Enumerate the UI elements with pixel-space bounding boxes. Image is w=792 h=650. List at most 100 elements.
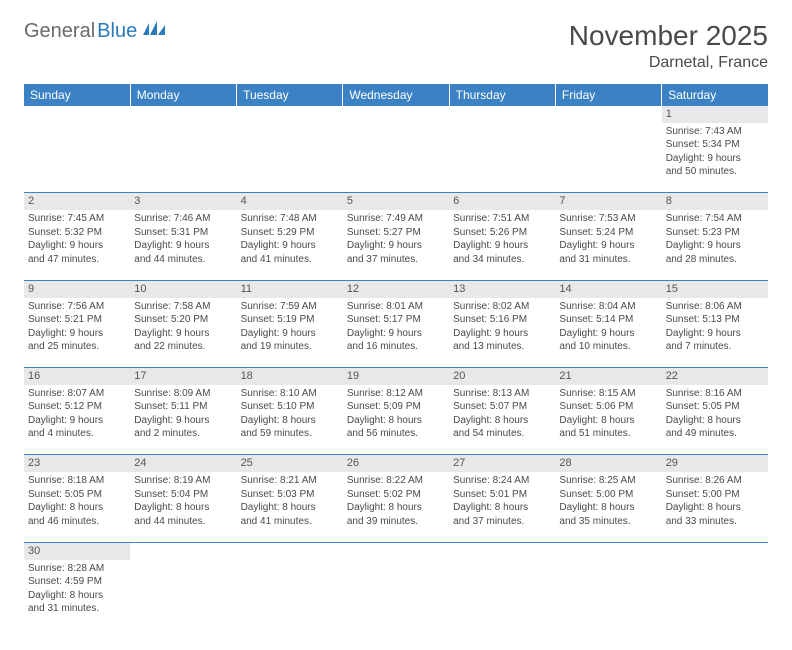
day-number: 23	[24, 455, 130, 472]
sunset-text: Sunset: 5:02 PM	[347, 488, 445, 502]
day-number	[555, 542, 661, 559]
d1-text: Daylight: 9 hours	[347, 327, 445, 341]
sunset-text: Sunset: 5:00 PM	[559, 488, 657, 502]
d2-text: and 31 minutes.	[28, 602, 126, 616]
sunset-text: Sunset: 5:14 PM	[559, 313, 657, 327]
daynum-row: 23242526272829	[24, 455, 768, 472]
day-cell: Sunrise: 7:48 AMSunset: 5:29 PMDaylight:…	[237, 210, 343, 280]
d1-text: Daylight: 8 hours	[453, 414, 551, 428]
sunrise-text: Sunrise: 8:07 AM	[28, 387, 126, 401]
day-cell	[555, 123, 661, 193]
day-cell: Sunrise: 7:56 AMSunset: 5:21 PMDaylight:…	[24, 298, 130, 368]
d1-text: Daylight: 8 hours	[559, 414, 657, 428]
d1-text: Daylight: 8 hours	[241, 414, 339, 428]
d1-text: Daylight: 9 hours	[134, 414, 232, 428]
day-cell: Sunrise: 8:01 AMSunset: 5:17 PMDaylight:…	[343, 298, 449, 368]
day-cell: Sunrise: 8:12 AMSunset: 5:09 PMDaylight:…	[343, 385, 449, 455]
d1-text: Daylight: 9 hours	[666, 327, 764, 341]
d2-text: and 56 minutes.	[347, 427, 445, 441]
sunrise-text: Sunrise: 8:13 AM	[453, 387, 551, 401]
sunrise-text: Sunrise: 8:09 AM	[134, 387, 232, 401]
logo-text-b: Blue	[97, 20, 137, 43]
sunset-text: Sunset: 5:11 PM	[134, 400, 232, 414]
d2-text: and 47 minutes.	[28, 253, 126, 267]
weekday-header: Thursday	[449, 84, 555, 106]
d2-text: and 33 minutes.	[666, 515, 764, 529]
d2-text: and 4 minutes.	[28, 427, 126, 441]
sunset-text: Sunset: 5:12 PM	[28, 400, 126, 414]
sunset-text: Sunset: 5:00 PM	[666, 488, 764, 502]
sunset-text: Sunset: 5:10 PM	[241, 400, 339, 414]
d1-text: Daylight: 9 hours	[666, 239, 764, 253]
weekday-header: Saturday	[662, 84, 768, 106]
d2-text: and 25 minutes.	[28, 340, 126, 354]
sunset-text: Sunset: 5:16 PM	[453, 313, 551, 327]
day-number	[237, 542, 343, 559]
calendar-table: Sunday Monday Tuesday Wednesday Thursday…	[24, 84, 768, 630]
d2-text: and 34 minutes.	[453, 253, 551, 267]
day-cell: Sunrise: 7:58 AMSunset: 5:20 PMDaylight:…	[130, 298, 236, 368]
d2-text: and 46 minutes.	[28, 515, 126, 529]
d1-text: Daylight: 8 hours	[666, 414, 764, 428]
sunrise-text: Sunrise: 8:12 AM	[347, 387, 445, 401]
day-number	[130, 542, 236, 559]
d2-text: and 41 minutes.	[241, 253, 339, 267]
day-cell: Sunrise: 8:26 AMSunset: 5:00 PMDaylight:…	[662, 472, 768, 542]
day-number	[555, 106, 661, 123]
sunrise-text: Sunrise: 7:43 AM	[666, 125, 764, 139]
d1-text: Daylight: 9 hours	[134, 239, 232, 253]
sunrise-text: Sunrise: 8:10 AM	[241, 387, 339, 401]
sunrise-text: Sunrise: 8:19 AM	[134, 474, 232, 488]
day-number	[130, 106, 236, 123]
day-number	[237, 106, 343, 123]
sunset-text: Sunset: 5:34 PM	[666, 138, 764, 152]
week-row: Sunrise: 8:07 AMSunset: 5:12 PMDaylight:…	[24, 385, 768, 455]
day-number: 28	[555, 455, 661, 472]
sunrise-text: Sunrise: 7:54 AM	[666, 212, 764, 226]
day-number: 8	[662, 193, 768, 210]
sunset-text: Sunset: 5:29 PM	[241, 226, 339, 240]
weekday-header: Sunday	[24, 84, 130, 106]
day-cell: Sunrise: 7:46 AMSunset: 5:31 PMDaylight:…	[130, 210, 236, 280]
sunset-text: Sunset: 5:09 PM	[347, 400, 445, 414]
d1-text: Daylight: 9 hours	[28, 414, 126, 428]
weekday-header: Monday	[130, 84, 236, 106]
day-cell: Sunrise: 8:22 AMSunset: 5:02 PMDaylight:…	[343, 472, 449, 542]
title-block: November 2025 Darnetal, France	[569, 20, 768, 72]
daynum-row: 2345678	[24, 193, 768, 210]
sunset-text: Sunset: 5:32 PM	[28, 226, 126, 240]
d1-text: Daylight: 9 hours	[134, 327, 232, 341]
d1-text: Daylight: 9 hours	[453, 239, 551, 253]
d2-text: and 16 minutes.	[347, 340, 445, 354]
day-cell	[237, 560, 343, 630]
sunrise-text: Sunrise: 7:58 AM	[134, 300, 232, 314]
daynum-row: 1	[24, 106, 768, 123]
weekday-header: Friday	[555, 84, 661, 106]
d2-text: and 39 minutes.	[347, 515, 445, 529]
header: General Blue November 2025 Darnetal, Fra…	[24, 20, 768, 72]
week-row: Sunrise: 8:28 AMSunset: 4:59 PMDaylight:…	[24, 560, 768, 630]
week-row: Sunrise: 7:56 AMSunset: 5:21 PMDaylight:…	[24, 298, 768, 368]
day-cell: Sunrise: 7:49 AMSunset: 5:27 PMDaylight:…	[343, 210, 449, 280]
day-cell: Sunrise: 8:09 AMSunset: 5:11 PMDaylight:…	[130, 385, 236, 455]
d1-text: Daylight: 8 hours	[241, 501, 339, 515]
flag-icon	[143, 21, 165, 42]
sunrise-text: Sunrise: 8:18 AM	[28, 474, 126, 488]
daynum-row: 9101112131415	[24, 280, 768, 297]
day-cell: Sunrise: 8:07 AMSunset: 5:12 PMDaylight:…	[24, 385, 130, 455]
sunset-text: Sunset: 5:20 PM	[134, 313, 232, 327]
day-cell: Sunrise: 8:25 AMSunset: 5:00 PMDaylight:…	[555, 472, 661, 542]
day-number: 1	[662, 106, 768, 123]
day-number	[343, 106, 449, 123]
d2-text: and 19 minutes.	[241, 340, 339, 354]
d1-text: Daylight: 9 hours	[347, 239, 445, 253]
sunset-text: Sunset: 5:07 PM	[453, 400, 551, 414]
sunset-text: Sunset: 5:21 PM	[28, 313, 126, 327]
sunrise-text: Sunrise: 8:28 AM	[28, 562, 126, 576]
d1-text: Daylight: 8 hours	[559, 501, 657, 515]
day-number: 5	[343, 193, 449, 210]
day-cell	[662, 560, 768, 630]
sunset-text: Sunset: 5:23 PM	[666, 226, 764, 240]
d1-text: Daylight: 9 hours	[241, 327, 339, 341]
sunrise-text: Sunrise: 8:06 AM	[666, 300, 764, 314]
